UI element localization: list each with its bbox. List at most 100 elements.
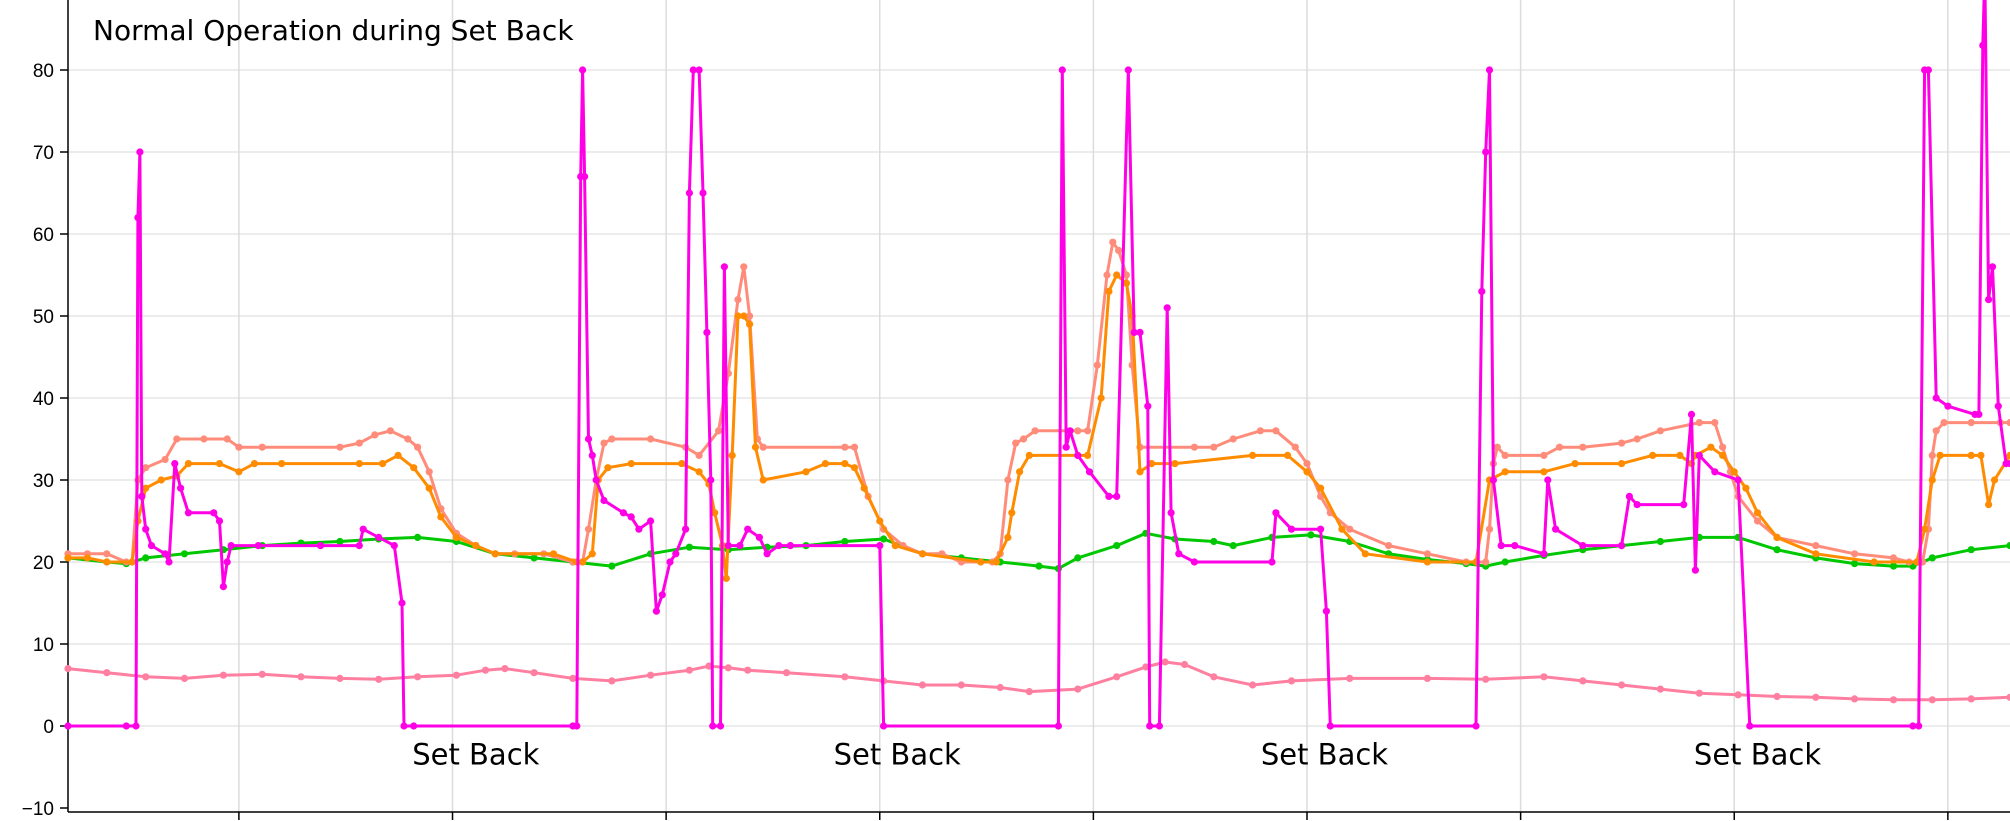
y-tick-label: 30: [33, 471, 54, 492]
data-point: [316, 542, 325, 550]
data-point: [1113, 542, 1121, 550]
data-point: [1711, 468, 1719, 476]
data-point: [215, 460, 224, 468]
data-point: [250, 460, 258, 468]
data-point: [1338, 525, 1346, 533]
series-4: [64, 271, 2010, 583]
data-point: [1093, 361, 1101, 369]
data-point: [918, 681, 927, 689]
data-point: [1932, 427, 1940, 435]
data-point: [1656, 685, 1664, 693]
data-point: [1136, 328, 1144, 336]
data-point: [1707, 443, 1715, 451]
data-point: [161, 550, 169, 558]
data-point: [918, 550, 927, 558]
data-point: [530, 554, 538, 562]
data-point: [2006, 460, 2010, 468]
data-point: [1753, 517, 1762, 525]
data-point: [1074, 685, 1082, 693]
series-line: [68, 0, 2010, 728]
data-point: [390, 542, 398, 550]
data-point: [647, 517, 655, 525]
data-point: [1889, 554, 1898, 562]
data-point: [103, 669, 111, 677]
data-point: [1928, 476, 1936, 484]
data-point: [1124, 66, 1132, 74]
data-point: [786, 542, 795, 550]
data-point: [821, 460, 830, 468]
data-point: [1691, 566, 1699, 574]
data-point: [472, 542, 480, 550]
data-point: [1753, 509, 1762, 517]
data-point: [1851, 550, 1859, 558]
data-point: [1062, 443, 1070, 451]
data-point: [1210, 673, 1218, 681]
data-point: [200, 435, 208, 443]
data-point: [1889, 562, 1898, 570]
data-point: [355, 439, 363, 447]
data-point: [1967, 546, 1975, 554]
y-tick-label: 0: [43, 717, 54, 738]
series-1: [64, 658, 2010, 704]
data-point: [1031, 427, 1039, 435]
data-point: [254, 542, 262, 550]
data-point: [588, 451, 596, 459]
data-point: [1482, 675, 1490, 683]
data-point: [1649, 451, 1657, 459]
data-point: [375, 675, 383, 683]
data-point: [746, 312, 754, 320]
data-point: [379, 460, 387, 468]
data-point: [1181, 660, 1189, 669]
data-point: [1317, 484, 1325, 492]
data-point: [219, 583, 227, 591]
data-point: [549, 550, 558, 558]
data-point: [734, 312, 742, 320]
data-point: [1066, 427, 1074, 435]
data-point: [1256, 427, 1264, 435]
data-point: [1540, 451, 1548, 459]
data-point: [876, 542, 884, 550]
data-point: [1680, 501, 1688, 509]
data-point: [501, 665, 509, 673]
data-point: [604, 464, 612, 472]
data-point: [1889, 696, 1898, 704]
data-point: [410, 464, 418, 472]
data-point: [414, 673, 422, 681]
data-point: [685, 666, 694, 674]
data-point: [132, 722, 140, 730]
data-point: [775, 542, 783, 550]
series-line: [68, 273, 2010, 580]
data-point: [1979, 41, 1987, 50]
data-point: [1025, 688, 1033, 696]
data-point: [850, 443, 859, 451]
data-point: [1555, 443, 1564, 451]
series-line: [67, 660, 2010, 702]
data-point: [1105, 287, 1113, 295]
data-point: [1695, 419, 1703, 427]
data-point: [1058, 66, 1066, 74]
data-point: [1109, 238, 1117, 246]
data-point: [957, 681, 965, 689]
data-point: [1385, 542, 1393, 550]
data-point: [689, 66, 697, 74]
data-point: [336, 674, 344, 683]
data-point: [880, 722, 888, 730]
data-point: [425, 468, 433, 476]
data-point: [1579, 542, 1587, 550]
data-point: [1985, 501, 1993, 509]
data-point: [588, 550, 596, 558]
y-tick-label: 40: [33, 389, 54, 410]
data-point: [1146, 722, 1154, 730]
data-point: [740, 263, 748, 271]
data-point: [258, 670, 266, 678]
data-point: [1229, 435, 1237, 443]
data-point: [1016, 468, 1024, 476]
data-point: [227, 542, 235, 550]
data-point: [759, 476, 767, 484]
data-point: [579, 66, 587, 74]
data-point: [703, 328, 711, 336]
data-point: [83, 554, 91, 562]
data-point: [165, 558, 173, 566]
data-point: [1190, 443, 1198, 451]
